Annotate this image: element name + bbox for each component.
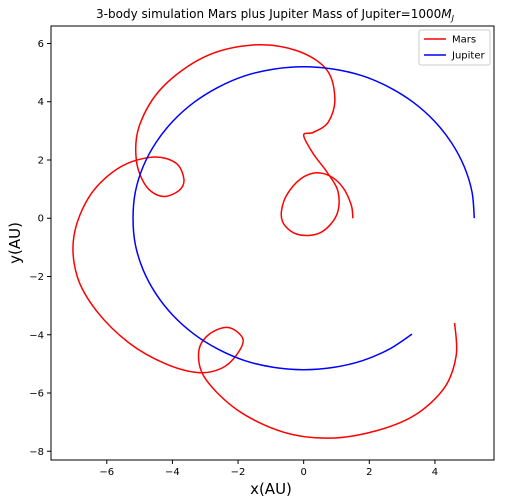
series-line-jupiter: [132, 66, 476, 371]
series-line-mars: [72, 43, 458, 439]
y-tick-label: −6: [29, 389, 44, 400]
x-tick-label: −6: [99, 467, 114, 478]
x-tick-label: 2: [366, 467, 372, 478]
chart-title: 3-body simulation Mars plus Jupiter Mass…: [96, 7, 455, 23]
y-tick-label: −2: [29, 272, 44, 283]
x-tick-label: −4: [165, 467, 180, 478]
legend-mars-label: Mars: [452, 35, 476, 46]
y-tick-label: −4: [29, 330, 44, 341]
y-tick-label: 0: [38, 214, 44, 225]
plot-area: [72, 43, 476, 439]
y-tick-label: 6: [38, 39, 44, 50]
y-tick-label: 2: [38, 155, 44, 166]
legend: Mars Jupiter: [418, 29, 491, 66]
x-axis-label: x(AU): [250, 480, 292, 498]
y-tick-label: −8: [29, 447, 44, 458]
y-tick-label: 4: [38, 97, 44, 108]
legend-jupiter-label: Jupiter: [451, 51, 485, 62]
x-tick-label: −2: [231, 467, 246, 478]
axis-ticks: −6 −4 −2 0 2 4 −8 −6 −4 −2 0 2 4 6: [29, 39, 438, 478]
x-tick-label: 0: [300, 467, 306, 478]
axes-frame: [50, 25, 495, 461]
y-axis-label: y(AU): [6, 222, 24, 264]
x-tick-label: 4: [432, 467, 438, 478]
